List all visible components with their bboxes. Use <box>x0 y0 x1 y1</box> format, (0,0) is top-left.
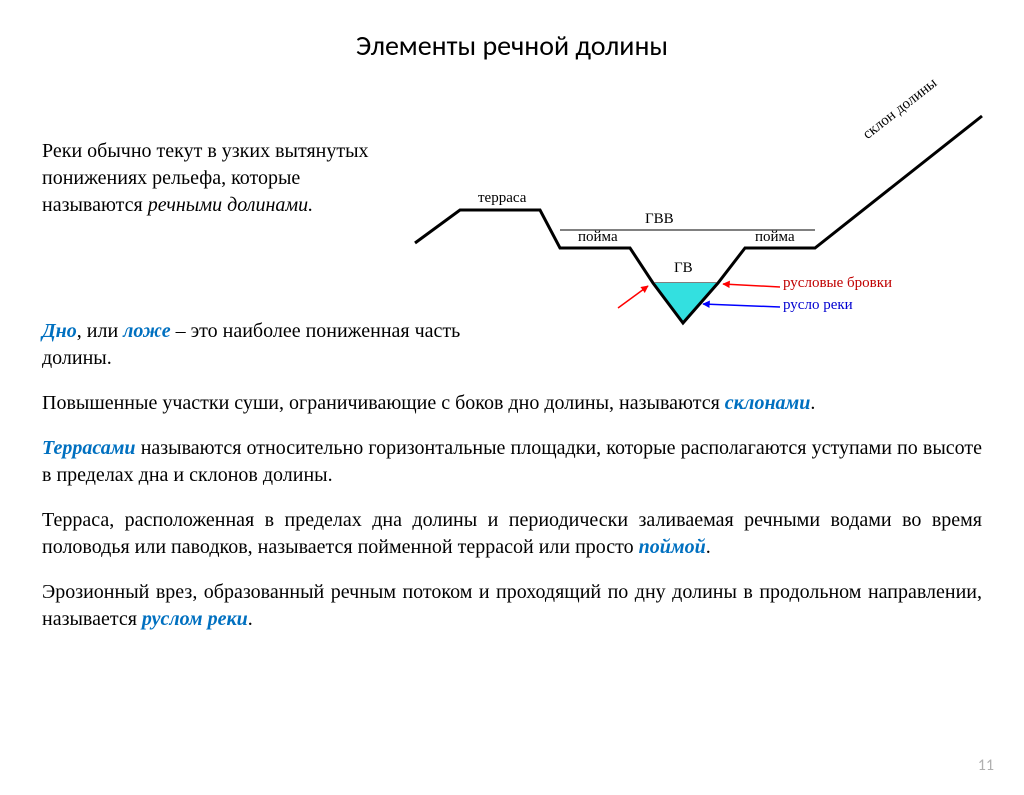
term-sklony: склонами <box>725 392 811 414</box>
page-number: 11 <box>978 756 994 775</box>
para-sklony: Повышенные участки суши, ограничивающие … <box>42 390 982 417</box>
para-terrasy: Террасами называются относительно горизо… <box>42 435 982 489</box>
term-dno: Дно <box>42 320 77 342</box>
page-title: Элементы речной долины <box>0 28 1024 63</box>
para-dno: Дно, или ложе – это наиболее пониженная … <box>42 318 462 372</box>
label-gv: ГВ <box>674 260 693 277</box>
label-gvv: ГВВ <box>645 211 674 228</box>
body-text: Дно, или ложе – это наиболее пониженная … <box>42 318 982 651</box>
term-terrasy: Террасами <box>42 437 136 459</box>
term-ruslo: руслом реки <box>142 608 248 630</box>
label-ruslovye-brovki: русловые бровки <box>783 275 892 292</box>
label-terrasa: терраса <box>478 190 526 207</box>
label-poima-right: пойма <box>755 229 795 246</box>
para-poima: Терраса, расположенная в пределах дна до… <box>42 507 982 561</box>
intro-term: речными долинами. <box>148 194 313 216</box>
valley-cross-section-diagram: терраса ГВВ пойма пойма ГВ склон долины … <box>385 108 985 343</box>
label-ruslo-reki: русло реки <box>783 297 853 314</box>
intro-paragraph: Реки обычно текут в узких вытянутых пони… <box>42 138 372 219</box>
para-ruslo: Эрозионный врез, образованный речным пот… <box>42 579 982 633</box>
label-poima-left: пойма <box>578 229 618 246</box>
term-lozhe: ложе <box>123 320 170 342</box>
term-poima: поймой <box>639 536 706 558</box>
